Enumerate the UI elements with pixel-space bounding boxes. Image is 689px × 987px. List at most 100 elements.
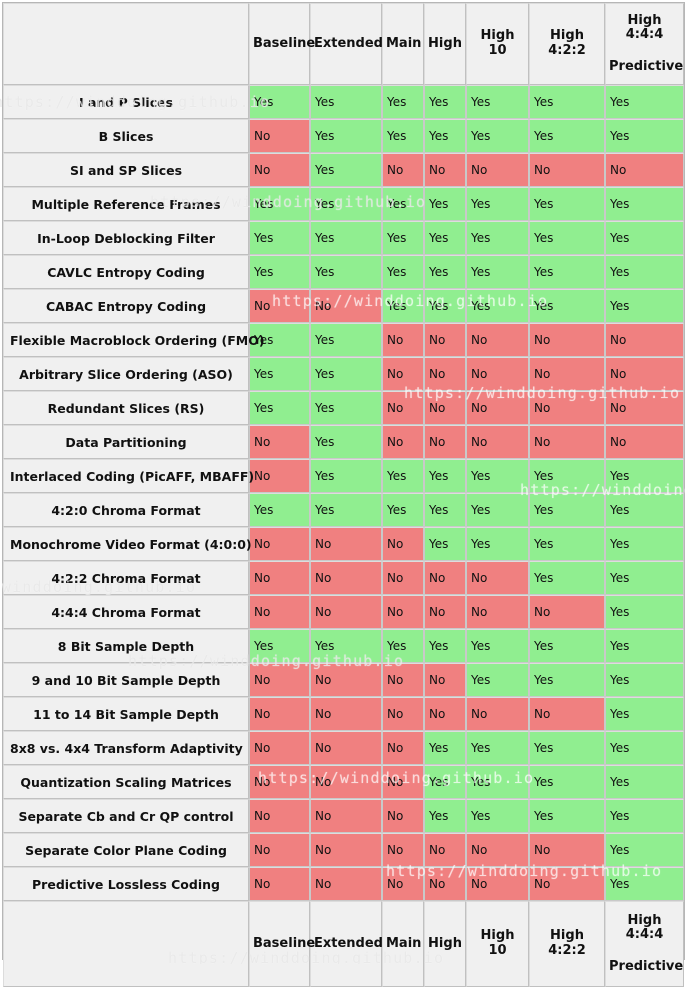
- cell-14-high444: Yes: [605, 561, 684, 595]
- h264-profile-feature-table: Baseline Extended Main High High 10 High…: [3, 3, 684, 987]
- cell-7-high444: No: [605, 323, 684, 357]
- cell-2-high10: No: [466, 153, 529, 187]
- cell-9-extended: Yes: [310, 391, 382, 425]
- cell-20-high10: Yes: [466, 765, 529, 799]
- cell-1-high: Yes: [424, 119, 466, 153]
- cell-15-high10: No: [466, 595, 529, 629]
- cell-0-high: Yes: [424, 85, 466, 119]
- cell-21-high10: Yes: [466, 799, 529, 833]
- cell-11-high444: Yes: [605, 459, 684, 493]
- row-label-21: Separate Cb and Cr QP control: [3, 799, 249, 833]
- row-label-6: CABAC Entropy Coding: [3, 289, 249, 323]
- cell-20-high444: Yes: [605, 765, 684, 799]
- cell-13-high422: Yes: [529, 527, 605, 561]
- table-row: 4:2:0 Chroma Format Yes Yes Yes Yes Yes Yes Yes: [3, 493, 684, 527]
- header-col-baseline: Baseline: [249, 3, 315, 85]
- cell-9-main: No: [382, 391, 424, 425]
- row-label-10: Data Partitioning: [3, 425, 249, 459]
- cell-8-high422: No: [529, 357, 605, 391]
- table-row: Arbitrary Slice Ordering (ASO) Yes Yes No No…: [3, 357, 684, 391]
- table-row: 9 and 10 Bit Sample Depth No No No No Yes Yes Y…: [3, 663, 684, 697]
- cell-17-high10: Yes: [466, 663, 529, 697]
- table-row: Data Partitioning No Yes No No No No No: [3, 425, 684, 459]
- cell-22-high444: Yes: [605, 833, 684, 867]
- cell-19-high422: Yes: [529, 731, 605, 765]
- cell-13-extended: No: [310, 527, 382, 561]
- cell-21-baseline: No: [249, 799, 310, 833]
- cell-14-baseline: No: [249, 561, 310, 595]
- cell-22-main: No: [382, 833, 424, 867]
- cell-10-baseline: No: [249, 425, 310, 459]
- table-row: Quantization Scaling Matrices No No No Yes Ye…: [3, 765, 684, 799]
- cell-13-main: No: [382, 527, 424, 561]
- header-col-high: High: [424, 3, 466, 85]
- cell-4-high: Yes: [424, 221, 466, 255]
- footer-col-high10: High 10: [466, 901, 529, 987]
- cell-6-high10: Yes: [466, 289, 529, 323]
- cell-16-baseline: Yes: [249, 629, 310, 663]
- cell-1-main: Yes: [382, 119, 424, 153]
- cell-1-baseline: No: [249, 119, 310, 153]
- header-col-extended: Extended: [310, 3, 383, 85]
- cell-1-high444: Yes: [605, 119, 684, 153]
- cell-19-main: No: [382, 731, 424, 765]
- cell-20-baseline: No: [249, 765, 310, 799]
- cell-15-baseline: No: [249, 595, 310, 629]
- cell-13-high444: Yes: [605, 527, 684, 561]
- cell-10-extended: Yes: [310, 425, 382, 459]
- cell-3-high422: Yes: [529, 187, 605, 221]
- cell-3-main: Yes: [382, 187, 424, 221]
- row-label-14: 4:2:2 Chroma Format: [3, 561, 249, 595]
- cell-15-high444: Yes: [605, 595, 684, 629]
- row-label-15: 4:4:4 Chroma Format: [3, 595, 249, 629]
- cell-17-extended: No: [310, 663, 382, 697]
- cell-14-high10: No: [466, 561, 529, 595]
- cell-11-high422: Yes: [529, 459, 605, 493]
- cell-4-baseline: Yes: [249, 221, 310, 255]
- cell-4-high422: Yes: [529, 221, 605, 255]
- cell-3-high444: Yes: [605, 187, 684, 221]
- cell-2-high422: No: [529, 153, 605, 187]
- table-row: 8x8 vs. 4x4 Transform Adaptivity No No No Ye…: [3, 731, 684, 765]
- cell-0-baseline: Yes: [249, 85, 310, 119]
- table-footer: Baseline Extended Main High High 10 High…: [3, 901, 684, 987]
- cell-1-high10: Yes: [466, 119, 529, 153]
- row-label-0: I and P Slices: [3, 85, 249, 119]
- cell-22-baseline: No: [249, 833, 310, 867]
- header-col-main: Main: [382, 3, 424, 85]
- header-col-high444-predictive: High 4:4:4 Predictive: [605, 3, 684, 85]
- cell-0-high422: Yes: [529, 85, 605, 119]
- cell-15-high: No: [424, 595, 466, 629]
- cell-7-main: No: [382, 323, 424, 357]
- table-row: B Slices No Yes Yes Yes Yes Yes Yes: [3, 119, 684, 153]
- cell-8-baseline: Yes: [249, 357, 310, 391]
- row-label-8: Arbitrary Slice Ordering (ASO): [3, 357, 249, 391]
- cell-3-high10: Yes: [466, 187, 529, 221]
- row-label-9: Redundant Slices (RS): [3, 391, 249, 425]
- table-row: 8 Bit Sample Depth Yes Yes Yes Yes Yes Yes Yes: [3, 629, 684, 663]
- cell-12-high444: Yes: [605, 493, 684, 527]
- cell-22-high10: No: [466, 833, 529, 867]
- cell-6-baseline: No: [249, 289, 310, 323]
- cell-18-extended: No: [310, 697, 382, 731]
- cell-5-high10: Yes: [466, 255, 529, 289]
- cell-23-main: No: [382, 867, 424, 901]
- cell-13-high: Yes: [424, 527, 466, 561]
- cell-22-high422: No: [529, 833, 605, 867]
- cell-19-high10: Yes: [466, 731, 529, 765]
- cell-13-high10: Yes: [466, 527, 529, 561]
- cell-8-extended: Yes: [310, 357, 382, 391]
- cell-19-extended: No: [310, 731, 382, 765]
- row-label-2: SI and SP Slices: [3, 153, 249, 187]
- cell-17-main: No: [382, 663, 424, 697]
- cell-18-high: No: [424, 697, 466, 731]
- row-label-16: 8 Bit Sample Depth: [3, 629, 249, 663]
- cell-3-high: Yes: [424, 187, 466, 221]
- row-label-22: Separate Color Plane Coding: [3, 833, 249, 867]
- footer-row: Baseline Extended Main High High 10 High…: [3, 901, 684, 987]
- row-label-1: B Slices: [3, 119, 249, 153]
- cell-5-high: Yes: [424, 255, 466, 289]
- row-label-20: Quantization Scaling Matrices: [3, 765, 249, 799]
- cell-18-high422: No: [529, 697, 605, 731]
